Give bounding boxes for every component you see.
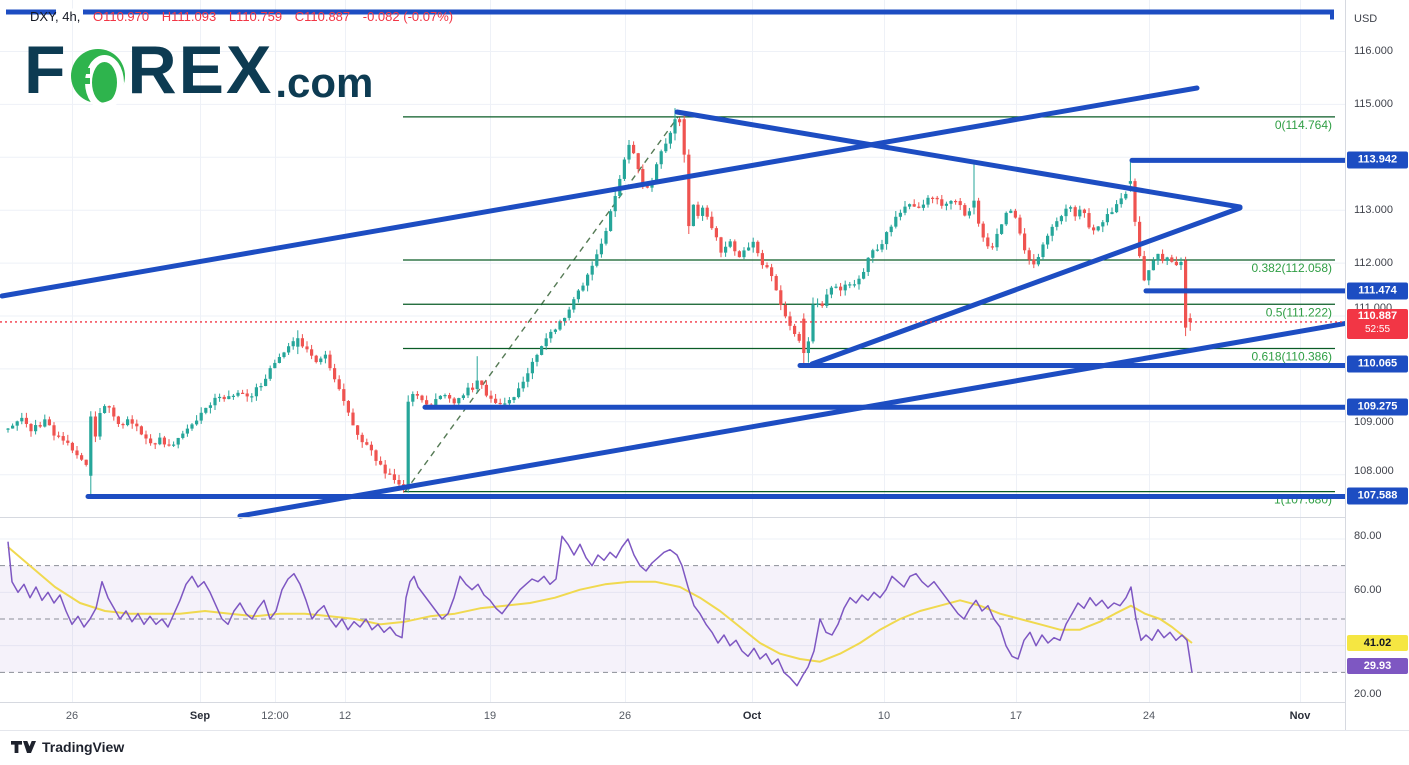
fib-level-label: 0(114.764) [1275,118,1332,132]
logo-dotcom: .com [275,59,374,106]
price-tick: 80.00 [1354,530,1382,542]
price-badge-111.474: 111.474 [1347,282,1408,300]
price-badge-113.942: 113.942 [1347,151,1408,169]
top-ray-end-tick [1330,9,1334,20]
footer: TradingView [0,731,1409,765]
tradingview-logo[interactable]: TradingView [10,739,124,755]
price-tick: 115.000 [1354,98,1393,110]
time-label: Nov [1289,710,1311,722]
ohlc-low: L110.759 [228,9,283,24]
time-label: 26 [618,710,632,722]
price-tick: 109.000 [1354,416,1394,428]
trendline [674,109,1243,210]
ohlc-open: O110.970 [92,9,150,24]
time-label: 26 [65,710,79,722]
candlestick-series [6,108,1192,495]
price-badge-110.065: 110.065 [1347,355,1408,373]
axis-currency: USD [1354,13,1378,25]
logo-rex: REX [127,32,274,108]
price-badge-109.275: 109.275 [1347,398,1408,416]
forex-logo: F REX .com [24,32,374,110]
ohlc-high: H111.093 [161,9,217,24]
fib-level-label: 0.382(112.058) [1251,261,1332,275]
legend[interactable]: DXY, 4h, O110.970 H111.093 L110.759 C110… [30,9,462,24]
trendline [809,205,1243,367]
trendline [237,320,1345,519]
pane-separator[interactable] [0,517,1409,518]
tradingview-label: TradingView [42,739,125,755]
price-tick: 112.000 [1354,257,1393,269]
top-ray-gap [56,8,83,16]
logo-o-icon [70,49,125,110]
time-label: 24 [1142,710,1156,722]
chart-canvas[interactable]: 0(114.764) 0.382(112.058) 0.5(111.222) 0.61… [0,0,1345,730]
rsi-line [7,535,1193,687]
price-tick: 113.000 [1354,204,1393,216]
price-axis[interactable]: USD 116.000 115.000 113.000 112.000 111.000 1… [1345,0,1409,730]
logo-f: F [24,32,68,108]
time-label: Sep [189,710,211,722]
price-tick: 116.000 [1354,45,1393,57]
top-ray-line [6,9,1334,15]
price-badge-29.93: 29.93 [1347,658,1408,674]
symbol-title: DXY, 4h, [30,9,81,24]
price-tick: 108.000 [1354,465,1394,477]
price-badge-41.02: 41.02 [1347,635,1408,651]
time-label: 17 [1009,710,1023,722]
fib-level-label: 0.618(110.386) [1251,349,1332,363]
footer-separator [0,730,1409,731]
price-tick: 60.00 [1354,584,1382,596]
price-badge-110.887: 110.887 52:55 [1347,309,1408,339]
fib-level-label: 0.5(111.222) [1266,305,1332,319]
time-label: 12 [338,710,352,722]
time-axis[interactable]: 26 Sep 12:00 12 19 26 Oct 10 17 24 Nov [0,702,1345,731]
tv-icon [11,741,36,753]
time-label: 19 [483,710,497,722]
time-label: 10 [877,710,891,722]
time-label: 12:00 [261,710,289,722]
time-label: Oct [742,710,762,722]
change-value: -0.082 (-0.07%) [362,9,454,24]
ohlc-close: C110.887 [294,9,351,24]
trendline [0,85,1200,299]
price-badge-107.588: 107.588 [1347,487,1408,505]
price-tick: 20.00 [1354,688,1382,700]
